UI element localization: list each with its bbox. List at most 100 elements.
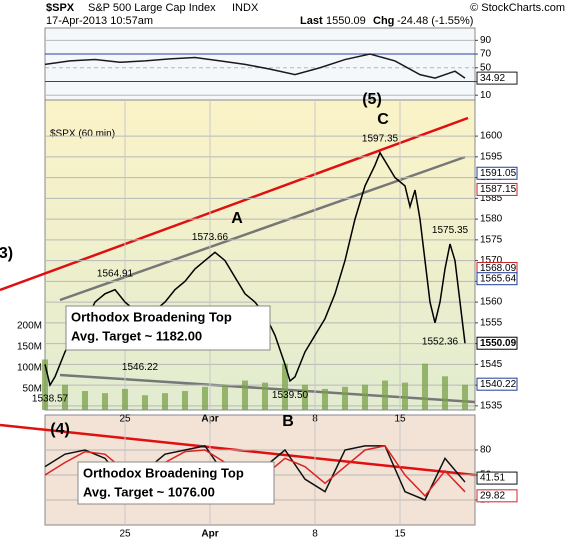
volume-tick-label: 100M — [17, 363, 42, 374]
volume-bar — [302, 384, 308, 410]
series-line — [44, 151, 466, 388]
y-tick-label: 10 — [480, 90, 492, 101]
price-label: 1564.91 — [97, 268, 134, 279]
last-value-label: 34.92 — [480, 73, 505, 84]
y-tick-label: 1595 — [480, 151, 503, 162]
date: 17-Apr-2013 10:57am — [46, 15, 153, 27]
index-name: S&P 500 Large Cap Index — [88, 2, 216, 14]
header: $SPX S&P 500 Large Cap Index INDX © Stoc… — [46, 2, 565, 140]
change: -24.48 (-1.55%) — [397, 15, 473, 27]
y-tick-label: 90 — [480, 35, 492, 46]
volume-bar — [422, 363, 428, 410]
last-value-label: 29.82 — [480, 490, 505, 501]
price-label: 1552.36 — [422, 336, 459, 347]
price-label: 1546.22 — [122, 362, 159, 373]
volume-bar — [242, 380, 248, 410]
y-tick-label: 1535 — [480, 400, 503, 411]
symbol: $SPX — [46, 2, 75, 14]
wave-label: 3) — [0, 245, 13, 262]
price-label: 1539.50 — [272, 390, 309, 401]
right-label-box — [476, 166, 518, 180]
wave-label: B — [282, 413, 294, 430]
exchange: INDX — [232, 2, 259, 14]
y-tick-label: 1585 — [480, 193, 503, 204]
note-box — [77, 461, 275, 505]
volume-bar — [402, 382, 408, 410]
last-value-box — [476, 71, 518, 85]
volume-bar — [82, 391, 88, 410]
volume-bar — [442, 376, 448, 410]
volume-bar — [42, 359, 48, 410]
volume-bar — [142, 395, 148, 410]
wave-label: (4) — [50, 421, 70, 438]
x-tick-label: 25 — [119, 529, 131, 540]
change-label: Chg — [373, 15, 394, 27]
right-label: 1587.15 — [480, 184, 517, 195]
y-tick-label: 1560 — [480, 297, 503, 308]
note-text: Avg. Target ~ 1076.00 — [83, 484, 215, 499]
volume-bar — [382, 380, 388, 410]
volume-tick-label: 200M — [17, 320, 42, 331]
panel-label: $SPX (60 min) — [50, 129, 115, 140]
note-box — [65, 305, 271, 351]
note-text: Orthodox Broadening Top — [83, 465, 244, 480]
price-label: 1538.57 — [32, 394, 69, 405]
price-label: 1573.66 — [192, 232, 229, 243]
price-panel — [44, 99, 476, 411]
trendline — [59, 155, 466, 302]
volume-bar — [62, 384, 68, 410]
price-label: 1597.35 — [362, 134, 399, 145]
y-tick-label: 1580 — [480, 214, 503, 225]
right-label: 1591.05 — [480, 168, 517, 179]
right-label: 1540.22 — [480, 379, 517, 390]
y-tick-label: 1545 — [480, 359, 503, 370]
y-tick-label: 70 — [480, 49, 492, 60]
volume-bar — [362, 384, 368, 410]
x-tick-label: 15 — [394, 529, 406, 540]
right-label-box — [476, 377, 518, 391]
y-tick-label: 1570 — [480, 255, 503, 266]
last-value: 1550.09 — [326, 15, 366, 27]
right-label: 1568.09 — [480, 263, 517, 274]
wave-label: A — [231, 210, 243, 227]
volume-bar — [182, 391, 188, 410]
volume-bar — [122, 388, 128, 410]
volume-bar — [102, 393, 108, 410]
volume-bar — [342, 386, 348, 410]
x-tick-label: Apr — [201, 529, 218, 540]
y-tick-label: 1600 — [480, 131, 503, 142]
last-label: Last — [300, 15, 323, 27]
volume-bar — [282, 363, 288, 410]
x-tick-label: 8 — [312, 529, 318, 540]
volume-bar — [322, 388, 328, 410]
last-value-box — [476, 471, 518, 485]
rsi-panel — [44, 27, 476, 101]
volume-tick-label: 150M — [17, 341, 42, 352]
trendline — [0, 116, 469, 292]
volume-bar — [222, 384, 228, 410]
volume-bar — [262, 382, 268, 410]
source: © StockCharts.com — [470, 2, 565, 14]
right-label-box — [476, 182, 518, 196]
right-label-box — [476, 272, 518, 286]
right-label: 1565.64 — [480, 273, 517, 284]
y-tick-label: 1575 — [480, 234, 503, 245]
volume-bar — [202, 386, 208, 410]
y-tick-label: 80 — [480, 445, 492, 456]
wave-label: C — [377, 111, 389, 128]
last-value-box — [476, 489, 518, 503]
note-text: Orthodox Broadening Top — [71, 309, 232, 324]
price-label: 1575.35 — [432, 225, 469, 236]
volume-tick-label: 50M — [23, 384, 42, 395]
y-tick-label: 1555 — [480, 317, 503, 328]
last-value-label: 1550.09 — [480, 338, 517, 349]
volume-bar — [462, 384, 468, 410]
series-line — [44, 53, 466, 79]
last-value-box — [476, 336, 518, 350]
note-text: Avg. Target ~ 1182.00 — [71, 328, 202, 343]
last-value-label: 41.51 — [480, 473, 505, 484]
wave-label: (5) — [362, 91, 382, 108]
volume-bar — [162, 393, 168, 410]
